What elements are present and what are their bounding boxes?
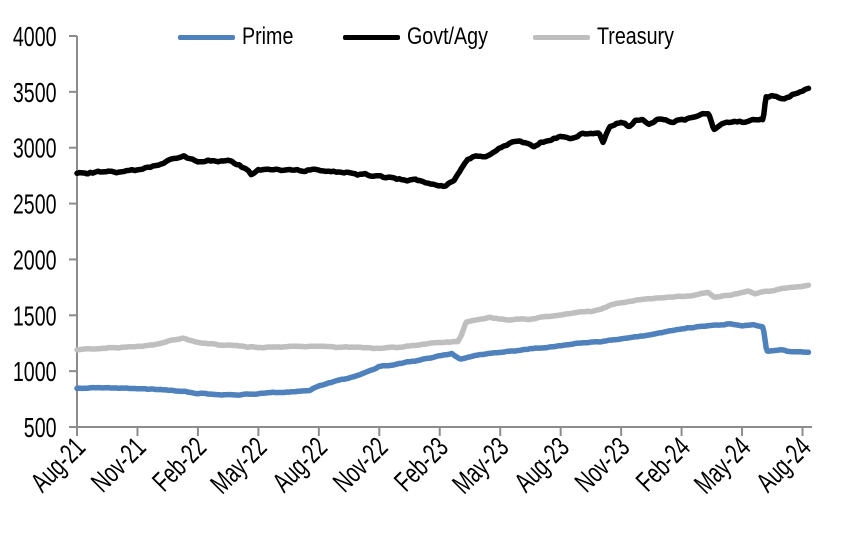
x-tick-label: May-22 <box>205 432 273 500</box>
x-tick-label: May-24 <box>689 432 757 500</box>
legend-label-prime: Prime <box>242 23 294 50</box>
x-tick-label: Feb-22 <box>147 432 213 498</box>
legend-item-treasury: Treasury <box>533 22 691 52</box>
legend-label-govt-agy: Govt/Agy <box>407 23 488 50</box>
prime-line-swatch-icon <box>178 34 235 40</box>
x-tick-label: Aug-24 <box>751 432 818 499</box>
y-tick-label: 4000 <box>13 22 57 53</box>
series-line-treasury <box>74 282 812 353</box>
legend-label-treasury: Treasury <box>597 23 674 50</box>
legend-item-govt-agy: Govt/Agy <box>343 22 506 52</box>
x-tick-label: Nov-23 <box>569 432 636 499</box>
y-tick-label: 2000 <box>13 245 57 276</box>
y-tick-label: 3000 <box>13 133 57 164</box>
x-tick-label: Feb-23 <box>389 432 455 498</box>
y-tick-label: 500 <box>24 413 57 444</box>
x-tick-label: Nov-21 <box>86 432 153 499</box>
x-tick-label: Aug-23 <box>509 432 576 499</box>
y-tick-label: 3500 <box>13 78 57 109</box>
y-tick-label: 1500 <box>13 301 57 332</box>
series-line-govt-agy <box>74 85 812 190</box>
x-tick-label: May-23 <box>447 432 515 500</box>
chart-legend: Prime Govt/Agy Treasury <box>0 22 852 52</box>
x-tick-label: Nov-22 <box>327 432 394 499</box>
y-tick-label: 1000 <box>13 357 57 388</box>
govt-agy-line-swatch-icon <box>343 34 400 40</box>
x-tick-label: Feb-24 <box>630 432 696 498</box>
y-tick-label: 2500 <box>13 189 57 220</box>
legend-item-prime: Prime <box>178 22 305 52</box>
x-tick-label: Aug-22 <box>267 432 334 499</box>
treasury-line-swatch-icon <box>533 34 590 40</box>
series-line-prime <box>74 321 812 398</box>
